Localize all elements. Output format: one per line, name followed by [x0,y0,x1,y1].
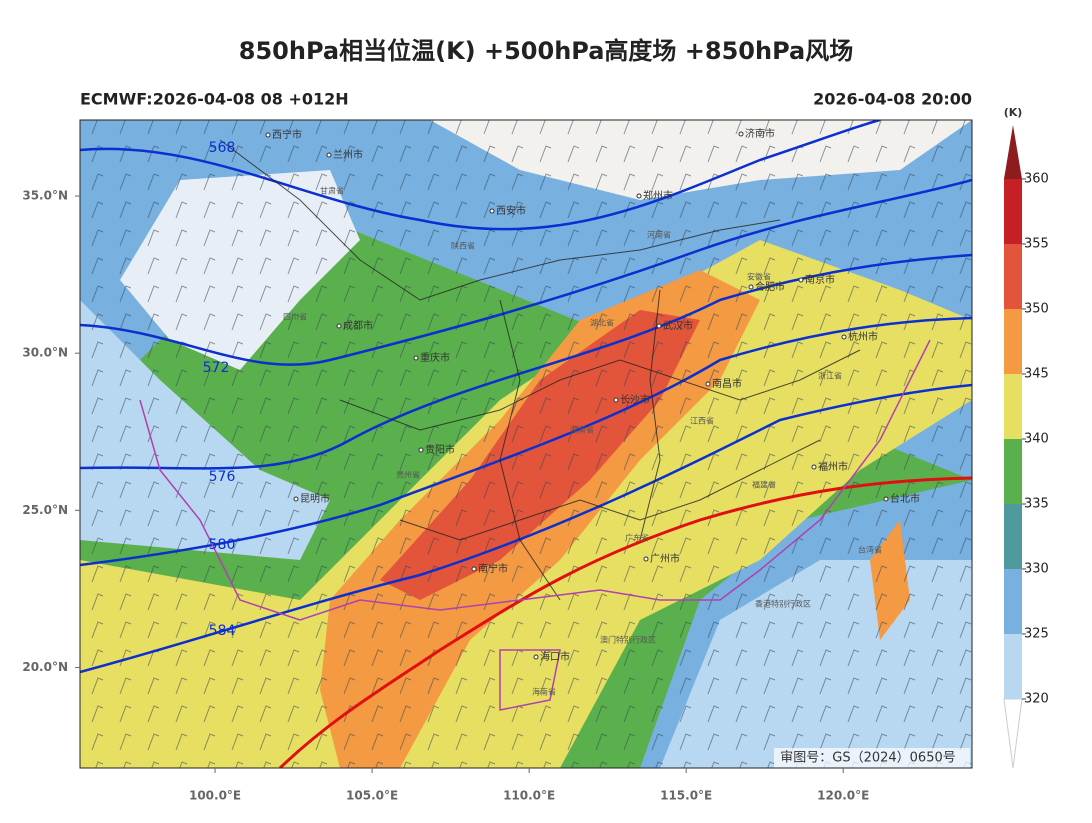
x-tick-label: 115.0°E [660,789,712,803]
province-label: 江西省 [690,416,714,426]
city-dot [293,496,299,502]
city-label: 海口市 [540,650,570,663]
province-label: 浙江省 [818,371,842,381]
city-label: 南宁市 [478,562,508,575]
contour-labels: 568 572 576 580 584 [203,140,236,639]
city-dot [326,152,332,158]
province-label: 甘肃省 [320,186,344,196]
contour-label: 576 [209,469,236,485]
city-label: 西宁市 [272,128,302,141]
x-tick-label: 120.0°E [817,789,869,803]
colorbar-segment [1004,569,1022,634]
valid-time: 2026-04-08 20:00 [813,90,972,109]
city-dot [748,284,754,290]
city-label: 昆明市 [300,492,330,505]
map-frame [79,119,973,769]
city-dot [336,323,342,329]
city-dot [643,556,649,562]
city-label: 武汉市 [663,319,693,332]
city-label: 贵阳市 [425,443,455,456]
colorbar-extend-low [1003,698,1023,769]
colorbar-segment [1004,634,1022,699]
colorbar-label: 345 [1024,367,1049,382]
run-info: ECMWF:2026-04-08 08 +012H [80,90,349,109]
city-dot [656,323,662,329]
colorbar-segment [1004,309,1022,374]
approval-number: 审图号：GS（2024）0650号 [780,751,956,766]
city-dot [471,566,477,572]
city-dot [798,277,804,283]
x-tick-label: 100.0°E [189,789,241,803]
city-label: 济南市 [745,127,775,140]
x-tick-label: 110.0°E [503,789,555,803]
province-label: 澳门特别行政区 [600,635,656,645]
y-tick-label: 25.0°N [22,503,68,517]
city-label: 杭州市 [848,330,878,343]
y-tick-label: 30.0°N [22,346,68,360]
province-label: 安徽省 [747,272,771,282]
colorbar-segment [1004,179,1022,244]
y-tick-label: 35.0°N [22,189,68,203]
city-label: 郑州市 [643,189,673,202]
city-dot [418,447,424,453]
colorbar-segment [1004,374,1022,439]
city-dot [705,381,711,387]
city-label: 台北市 [890,492,920,505]
province-label: 贵州省 [396,470,420,480]
colorbar-extend-high [1004,125,1022,179]
colorbar-label: 350 [1024,302,1049,317]
city-dot [489,208,495,214]
colorbar-label: 340 [1024,432,1049,447]
colorbar-label: 325 [1024,627,1049,642]
city-label: 重庆市 [420,351,450,364]
contour-label: 568 [209,140,236,156]
province-label: 香港特别行政区 [755,599,811,609]
colorbar-segment [1004,439,1022,504]
contour-label: 580 [209,537,236,553]
city-dot [811,464,817,470]
y-tick-label: 20.0°N [22,660,68,674]
province-label: 海南省 [532,687,556,697]
city-label: 兰州市 [333,148,363,161]
colorbar-segment [1004,504,1022,569]
city-label: 广州市 [650,552,680,565]
city-label: 南京市 [805,273,835,286]
province-label: 四川省 [283,312,307,322]
city-dot [613,397,619,403]
city-label: 福州市 [818,460,848,473]
colorbar-label: 335 [1024,497,1049,512]
province-label: 台湾省 [858,545,882,555]
contour-label: 572 [203,360,230,376]
city-dot [533,654,539,660]
x-tick-label: 105.0°E [346,789,398,803]
city-dot [738,131,744,137]
colorbar-unit: (K) [1004,106,1023,119]
province-label: 湖南省 [570,425,594,435]
colorbar-segment [1004,244,1022,309]
colorbar-label: 355 [1024,237,1049,252]
map-field [80,120,972,768]
city-dot [883,496,889,502]
city-dot [636,193,642,199]
city-label: 成都市 [343,319,373,332]
city-label: 南昌市 [712,377,742,390]
colorbar-label: 320 [1024,692,1049,707]
province-label: 湖北省 [590,318,614,328]
city-label: 长沙市 [620,393,650,406]
city-label: 西安市 [496,204,526,217]
contour-label: 584 [209,623,236,639]
colorbar-label: 330 [1024,562,1049,577]
province-label: 广东省 [625,533,649,543]
city-dot [265,132,271,138]
province-label: 陕西省 [451,241,475,251]
province-label: 福建省 [752,480,776,490]
city-dot [413,355,419,361]
title: 850hPa相当位温(K) +500hPa高度场 +850hPa风场 [239,37,853,65]
province-label: 河南省 [647,230,671,240]
colorbar-label: 360 [1024,172,1049,187]
city-dot [841,334,847,340]
city-label: 合肥市 [755,280,785,293]
